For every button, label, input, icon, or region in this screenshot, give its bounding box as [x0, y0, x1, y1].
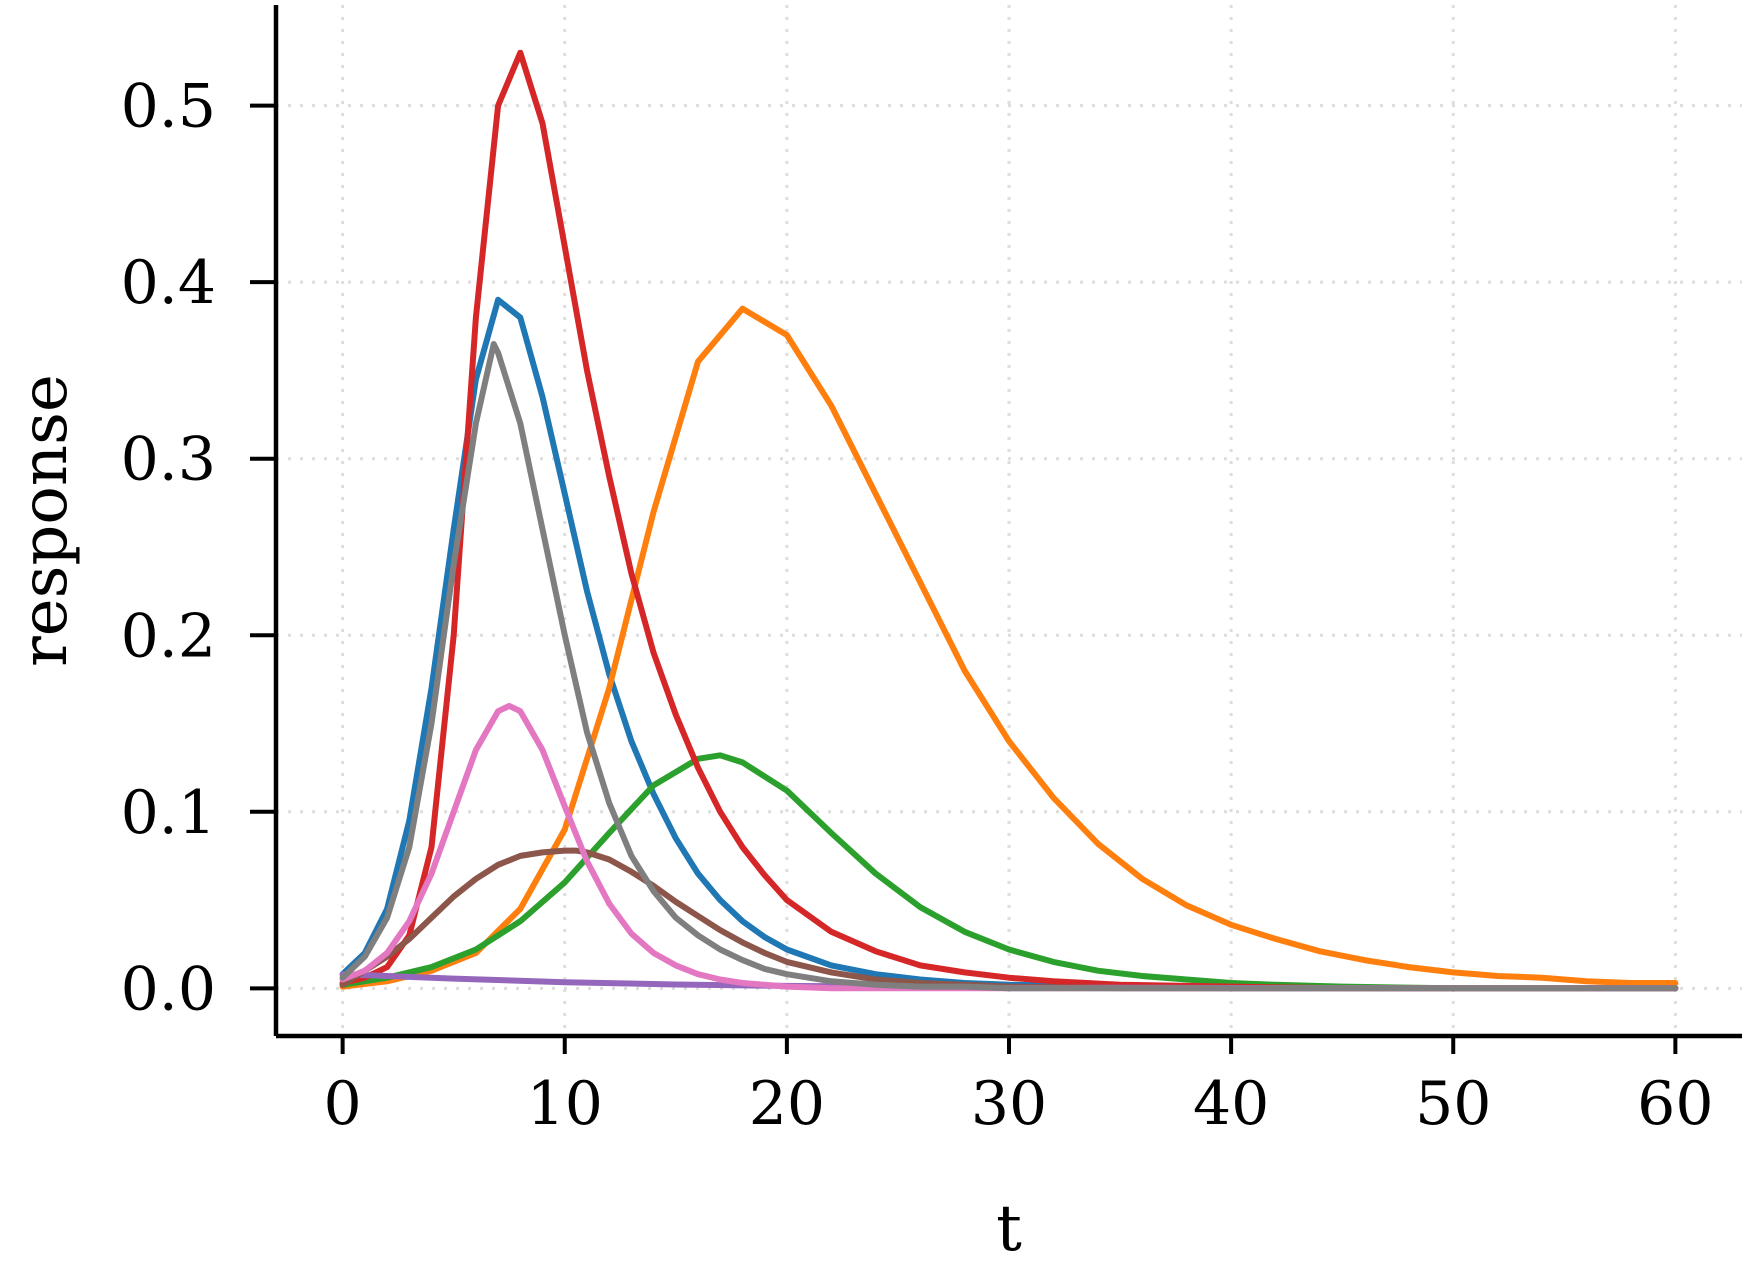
- series-line-8: [339, 341, 1679, 992]
- y-tick-label: 0.0: [121, 954, 216, 1024]
- y-axis-title: response: [8, 374, 82, 667]
- x-tick-label: 40: [1193, 1069, 1269, 1139]
- ticks: 0 10 20 30 40 50 60 0.0 0.1 0.2 0.3 0.4 0.5: [121, 72, 1714, 1139]
- x-axis-title: t: [996, 1192, 1022, 1266]
- x-tick-label: 10: [527, 1069, 603, 1139]
- y-tick-label: 0.4: [121, 248, 216, 318]
- x-tick-label: 60: [1637, 1069, 1713, 1139]
- x-tick-label: 20: [749, 1069, 825, 1139]
- x-tick-label: 0: [324, 1069, 362, 1139]
- series-line-2: [339, 305, 1679, 990]
- y-tick-label: 0.5: [121, 72, 216, 142]
- x-tick-label: 30: [971, 1069, 1047, 1139]
- y-tick-label: 0.3: [121, 425, 216, 495]
- grid: [276, 5, 1742, 1036]
- series-lines: [339, 49, 1679, 992]
- y-tick-label: 0.2: [121, 601, 216, 671]
- y-tick-label: 0.1: [121, 778, 216, 848]
- x-tick-label: 50: [1415, 1069, 1491, 1139]
